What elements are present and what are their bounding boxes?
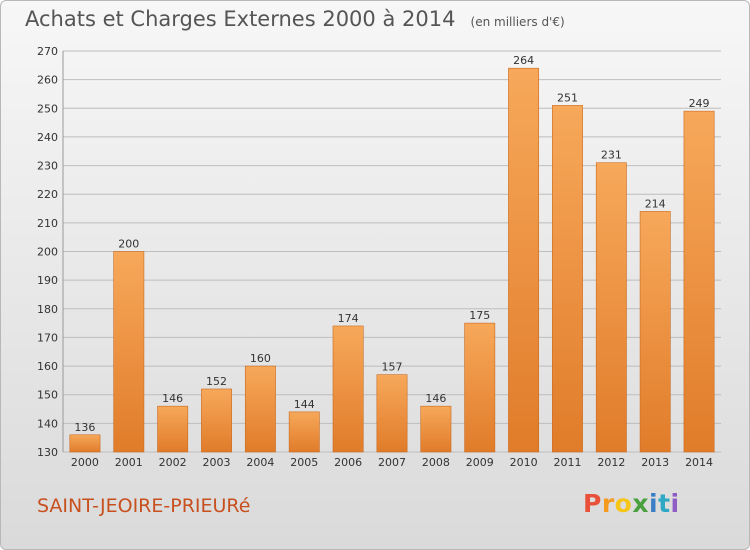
bar-value-label: 249 <box>689 97 710 110</box>
x-tick-label: 2003 <box>203 456 231 469</box>
logo-letter: P <box>583 489 602 518</box>
logo-letter: i <box>670 489 680 518</box>
y-tick-label: 160 <box>37 360 58 373</box>
y-tick-label: 190 <box>37 274 58 287</box>
x-axis: 2000 2001 2002 2003 2004 2005 2006 2007 2008 2009… <box>71 456 713 469</box>
x-tick-label: 2014 <box>685 456 713 469</box>
bar-value-label: 231 <box>601 149 622 162</box>
bar-value-label: 214 <box>645 197 666 210</box>
chart-title-main: Achats et Charges Externes 2000 à 2014 <box>25 7 456 31</box>
y-tick-label: 270 <box>37 45 58 58</box>
logo-letter: i <box>649 489 659 518</box>
x-tick-label: 2004 <box>246 456 274 469</box>
y-tick-label: 200 <box>37 246 58 259</box>
y-tick-label: 140 <box>37 417 58 430</box>
bar-value-label: 157 <box>382 361 403 374</box>
bar-value-label: 146 <box>425 392 446 405</box>
x-tick-label: 2011 <box>553 456 581 469</box>
y-tick-label: 150 <box>37 389 58 402</box>
bar-value-label: 251 <box>557 91 578 104</box>
y-axis: 130 140 150 160 170 180 190 200 210 220 230 240 250 2… <box>37 45 58 459</box>
bar <box>639 211 671 453</box>
y-tick-label: 130 <box>37 446 58 459</box>
bar <box>244 365 276 453</box>
bar <box>464 322 496 453</box>
logo-letter: o <box>614 489 633 518</box>
y-tick-label: 230 <box>37 160 58 173</box>
bar-value-label: 152 <box>206 375 227 388</box>
y-tick-label: 220 <box>37 188 58 201</box>
x-tick-label: 2001 <box>115 456 143 469</box>
y-tick-label: 260 <box>37 74 58 87</box>
bar <box>201 388 232 453</box>
bar-value-label: 160 <box>250 352 271 365</box>
bar <box>508 67 540 453</box>
bar-value-label: 146 <box>162 392 183 405</box>
bar-value-label: 144 <box>294 398 315 411</box>
logo-letter: x <box>632 489 649 518</box>
commune-name: SAINT-JEOIRE-PRIEURé <box>37 495 251 517</box>
y-tick-label: 170 <box>37 331 58 344</box>
chart-title-unit: (en milliers d'€) <box>470 15 565 29</box>
x-tick-label: 2010 <box>510 456 538 469</box>
logo-letter: r <box>601 489 615 518</box>
x-tick-label: 2009 <box>466 456 494 469</box>
y-tick-label: 180 <box>37 303 58 316</box>
bar <box>332 325 364 453</box>
bar <box>113 251 145 453</box>
logo-letter: t <box>658 489 671 518</box>
bar-value-label: 264 <box>513 54 534 67</box>
bar-value-label: 174 <box>338 312 359 325</box>
proxiti-logo: Proxiti <box>583 489 680 518</box>
x-tick-label: 2008 <box>422 456 450 469</box>
x-tick-label: 2013 <box>641 456 669 469</box>
bar <box>420 405 452 453</box>
bar <box>552 105 583 453</box>
x-tick-label: 2007 <box>378 456 406 469</box>
bar-value-label: 175 <box>469 309 490 322</box>
bar <box>157 405 189 453</box>
bar <box>376 374 408 453</box>
y-tick-label: 210 <box>37 217 58 230</box>
bar <box>288 411 320 453</box>
x-tick-label: 2000 <box>71 456 99 469</box>
chart-title: Achats et Charges Externes 2000 à 2014 (… <box>25 7 565 31</box>
bar-value-label: 136 <box>74 421 95 434</box>
bar <box>69 434 101 453</box>
x-tick-label: 2002 <box>159 456 187 469</box>
bar-value-label: 200 <box>118 238 139 251</box>
x-tick-label: 2005 <box>290 456 318 469</box>
y-tick-label: 250 <box>37 102 58 115</box>
bar <box>595 162 627 453</box>
x-tick-label: 2012 <box>597 456 625 469</box>
y-tick-label: 240 <box>37 131 58 144</box>
bar <box>683 110 715 453</box>
bars: 136 200 146 152 160 144 174 157 146 175 264 251 231 2… <box>69 54 715 453</box>
x-tick-label: 2006 <box>334 456 362 469</box>
